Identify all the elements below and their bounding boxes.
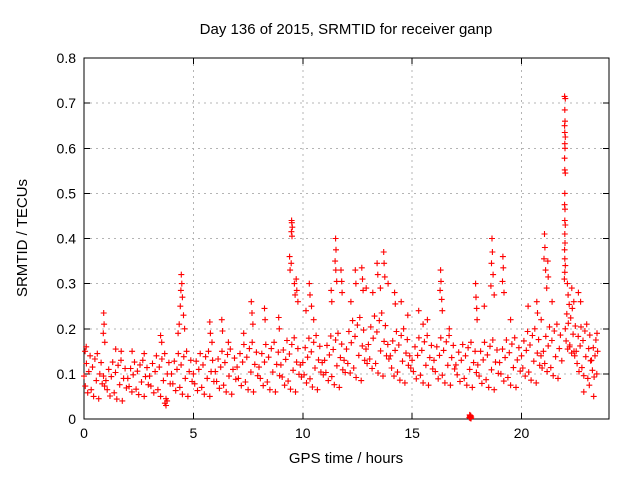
x-axis-label: GPS time / hours	[289, 450, 403, 467]
y-tick-label: 0.4	[57, 231, 77, 247]
y-axis-label: SRMTID / TECUs	[14, 179, 31, 297]
grid-layer	[84, 58, 609, 419]
x-tick-label: 15	[404, 425, 420, 441]
scatter-points-srmtid	[81, 93, 601, 422]
y-tick-label: 0.3	[57, 276, 77, 292]
x-tick-label: 0	[80, 425, 88, 441]
x-tick-label: 5	[189, 425, 197, 441]
label-layer: Day 136 of 2015, SRMTID for receiver gan…	[14, 21, 492, 467]
y-tick-label: 0.1	[57, 366, 77, 382]
chart-title: Day 136 of 2015, SRMTID for receiver gan…	[200, 21, 493, 38]
data-points-layer	[81, 93, 601, 422]
y-tick-label: 0.6	[57, 140, 77, 156]
y-tick-label: 0.7	[57, 95, 77, 111]
axis-layer: 0 5 10 15 20 0 0.1 0.2 0.3 0.4 0.5 0.6 0.7 0.8	[57, 50, 610, 441]
y-tick-label: 0.5	[57, 185, 77, 201]
x-tick-label: 10	[295, 425, 311, 441]
x-tick-label: 20	[514, 425, 530, 441]
y-tick-label: 0	[68, 411, 76, 427]
y-tick-label: 0.2	[57, 321, 77, 337]
y-tick-label: 0.8	[57, 50, 77, 66]
